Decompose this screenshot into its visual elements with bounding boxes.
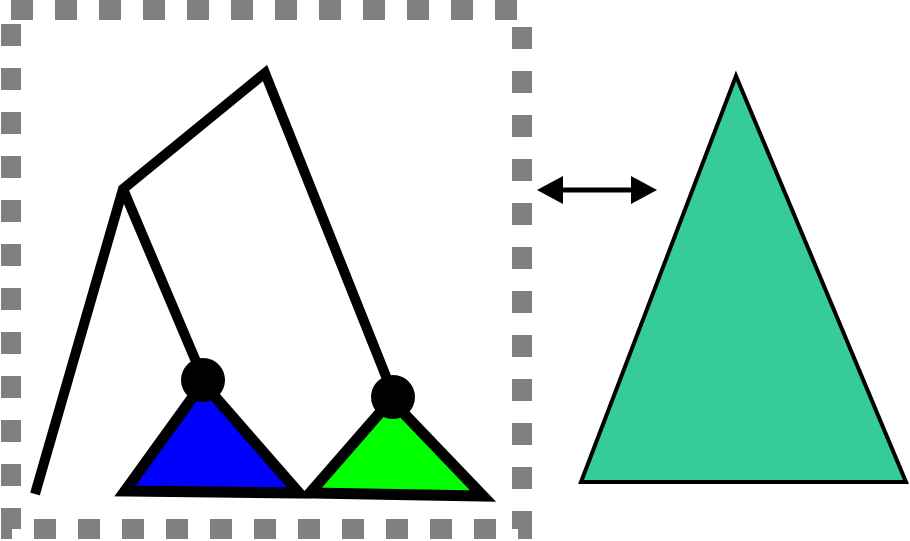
blue-subtree-triangle	[114, 374, 312, 499]
tree-branch-inner	[118, 187, 208, 380]
target-triangle	[578, 70, 910, 484]
node-marker-blue	[181, 358, 225, 402]
tree-branches	[30, 64, 398, 496]
arrow-head-left	[537, 176, 563, 204]
dashed-selection-frame	[1, 0, 532, 539]
arrow-head-right	[631, 176, 657, 204]
green-subtree-triangle	[298, 391, 497, 502]
node-marker-green	[371, 375, 415, 419]
double-headed-arrow-icon	[537, 176, 657, 204]
tree-branch-root	[30, 64, 398, 496]
